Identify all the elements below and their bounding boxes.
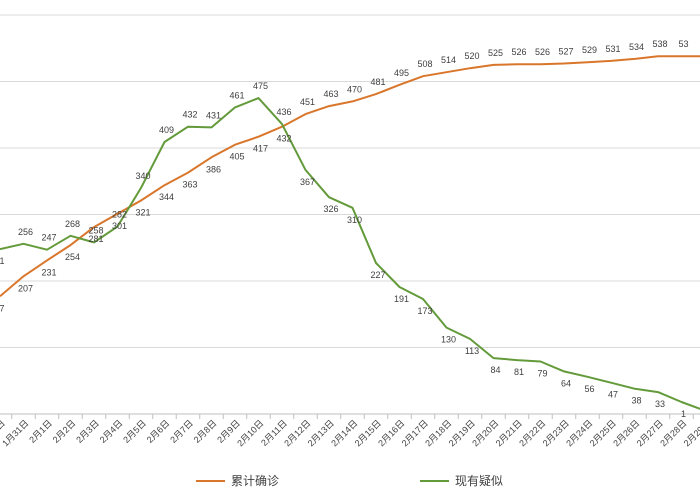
data-label-suspected: 436 [276,107,291,117]
data-label-suspected: 256 [18,227,33,237]
data-label-suspected: 130 [441,335,456,345]
data-label-suspected: 64 [561,378,571,388]
data-label-suspected: 113 [465,346,479,356]
data-label-cumulative: 363 [182,180,197,190]
data-label-cumulative: 321 [135,208,150,218]
data-label-suspected: 431 [206,110,221,120]
data-label-cumulative: 514 [441,55,456,65]
legend-label-suspected: 现有疑似 [455,473,503,488]
data-label-suspected: 47 [608,390,618,400]
data-label-suspected: 84 [490,365,500,375]
data-label-suspected: 432 [182,110,197,120]
data-label-cumulative: 527 [558,47,573,57]
data-label-cumulative: 525 [488,48,503,58]
gridlines [0,14,700,348]
data-label-suspected: 81 [514,367,524,377]
data-label-suspected: 227 [370,270,385,280]
data-label-suspected: 409 [159,125,174,135]
series-line-cumulative [0,55,700,298]
data-label-suspected: 1 [0,256,5,266]
data-label-cumulative: 301 [112,221,127,231]
data-label-suspected: 340 [135,171,150,181]
series-line-suspected [0,97,700,410]
x-tick-label: 2月3日 [74,418,101,445]
data-label-suspected: 326 [323,204,338,214]
data-label-suspected: 191 [394,294,409,304]
x-tick-label: 2月8日 [192,418,219,445]
x-axis: 1月30日1月31日2月1日2月2日2月3日2月4日2月5日2月6日2月7日2月… [0,413,700,448]
data-label-cumulative: 417 [253,144,268,154]
data-label-suspected: 1 [681,409,686,419]
data-label-suspected: 56 [584,384,594,394]
data-label-suspected: 258 [88,225,103,235]
data-label-suspected: 310 [347,215,362,225]
data-label-cumulative: 53 [678,39,688,49]
x-tick-label: 2月2日 [51,418,78,445]
data-labels: 7 207 231 254 281 301 321 344 363 386 405 417 432 451… [0,39,689,419]
data-label-cumulative: 281 [88,234,103,244]
x-tick-label: 1月31日 [0,418,30,448]
data-label-suspected: 282 [112,209,127,219]
data-label-suspected: 79 [537,368,547,378]
data-label-cumulative: 538 [652,39,667,49]
data-label-cumulative: 7 [0,303,5,313]
legend: 累计确诊 现有疑似 [196,473,503,488]
data-label-cumulative: 529 [582,45,597,55]
data-label-cumulative: 386 [206,164,221,174]
data-label-cumulative: 432 [276,134,291,144]
legend-label-cumulative: 累计确诊 [231,474,279,488]
data-label-suspected: 475 [253,81,268,91]
data-label-suspected: 461 [229,90,244,100]
data-label-cumulative: 520 [464,51,479,61]
data-label-cumulative: 526 [511,47,526,57]
data-label-cumulative: 405 [229,152,244,162]
data-label-cumulative: 231 [41,267,56,277]
series-lines [0,55,700,410]
data-label-cumulative: 534 [629,42,644,52]
data-label-cumulative: 508 [417,59,432,69]
x-tick-label: 2月6日 [145,418,172,445]
x-tick-label: 2月1日 [27,418,54,445]
data-label-cumulative: 495 [394,68,409,78]
data-label-suspected: 247 [41,233,56,243]
data-label-cumulative: 470 [347,84,362,94]
data-label-cumulative: 481 [370,77,385,87]
data-label-cumulative: 526 [535,47,550,57]
data-label-suspected: 367 [300,177,315,187]
data-label-suspected: 173 [417,306,432,316]
data-label-cumulative: 531 [605,44,620,54]
data-label-suspected: 38 [631,396,641,406]
data-label-cumulative: 207 [18,283,33,293]
x-tick-label: 2月7日 [168,418,195,445]
data-label-suspected: 33 [655,399,665,409]
data-label-cumulative: 463 [323,89,338,99]
data-label-cumulative: 344 [159,192,174,202]
x-tick-label: 2月5日 [121,418,148,445]
data-label-cumulative: 451 [300,97,315,107]
data-label-cumulative: 254 [65,252,80,262]
data-label-suspected: 268 [65,219,80,229]
x-tick-label: 2月4日 [98,418,125,445]
